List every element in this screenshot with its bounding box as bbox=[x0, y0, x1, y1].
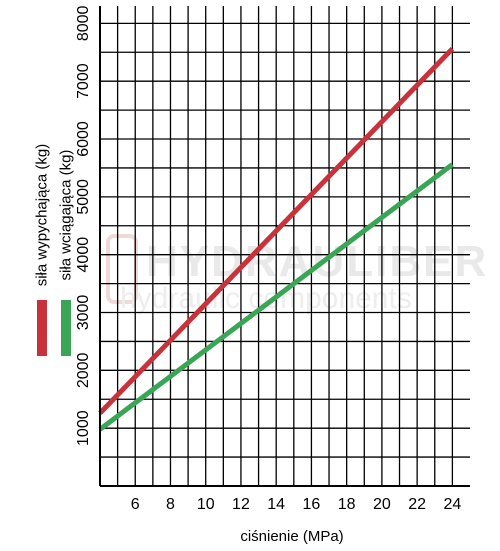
y-tick-label: 5000 bbox=[75, 179, 92, 215]
y-tick-label: 6000 bbox=[75, 121, 92, 157]
x-tick-label: 18 bbox=[338, 496, 356, 513]
series-line-1 bbox=[98, 47, 455, 415]
x-tick-label: 6 bbox=[131, 496, 140, 513]
y-tick-label: 3000 bbox=[75, 295, 92, 331]
legend-swatch-1 bbox=[37, 300, 47, 356]
legend-label-2: siła wciągająca (kg) bbox=[58, 150, 75, 281]
y-tick-label: 7000 bbox=[75, 63, 92, 99]
x-tick-label: 10 bbox=[197, 496, 215, 513]
chart-grid bbox=[100, 6, 470, 486]
watermark-logo-icon bbox=[106, 234, 138, 304]
watermark: HYDRAULIBER hydraulic components bbox=[106, 234, 488, 315]
y-tick-label: 8000 bbox=[75, 5, 92, 41]
x-tick-label: 20 bbox=[373, 496, 391, 513]
y-tick-label: 4000 bbox=[75, 237, 92, 273]
x-tick-label: 24 bbox=[443, 496, 461, 513]
watermark-tagline: hydraulic components bbox=[120, 282, 412, 315]
x-tick-label: 14 bbox=[267, 496, 285, 513]
series-line-2 bbox=[98, 162, 454, 432]
y-tick-label: 1000 bbox=[75, 410, 92, 446]
legend-label-1: siła wypychająca (kg) bbox=[34, 144, 51, 287]
x-tick-label: 22 bbox=[408, 496, 426, 513]
chart-series bbox=[98, 47, 455, 432]
x-tick-label: 16 bbox=[303, 496, 321, 513]
x-axis-label: ciśnienie (MPa) bbox=[240, 528, 343, 545]
chart-axes bbox=[99, 6, 470, 487]
chart-tick-labels: 6 8 10 12 14 16 18 20 22 24 1000 2000 3000 4000 5000 60… bbox=[75, 5, 461, 513]
x-tick-label: 12 bbox=[232, 496, 250, 513]
y-tick-label: 2000 bbox=[75, 352, 92, 388]
watermark-brand: HYDRAULIBER bbox=[146, 237, 488, 286]
x-tick-label: 8 bbox=[166, 496, 175, 513]
legend-swatch-2 bbox=[61, 300, 71, 356]
legend: siła wypychająca (kg) siła wciągająca (kg… bbox=[34, 144, 75, 356]
